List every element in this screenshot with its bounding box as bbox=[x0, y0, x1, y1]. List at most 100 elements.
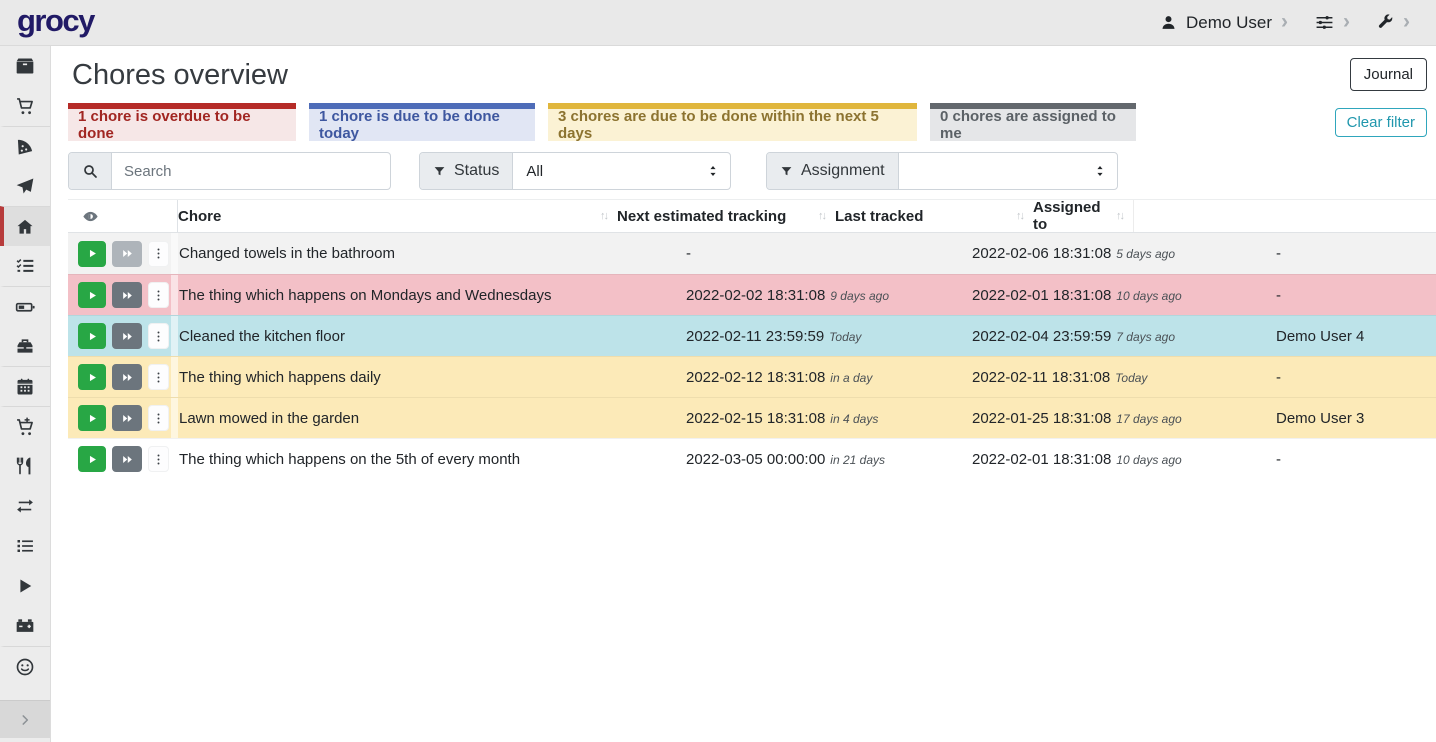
next-estimated-tracking-cell: - bbox=[686, 245, 972, 262]
column-header-0[interactable]: Chore ↑↓ bbox=[178, 200, 617, 232]
summary-card-label: 3 chores are due to be done within the n… bbox=[558, 108, 879, 142]
skip-chore-button[interactable] bbox=[112, 405, 142, 431]
next-tracking-relative: in 4 days bbox=[830, 411, 879, 426]
ellipsis-vertical-icon bbox=[152, 247, 165, 260]
sidebar-item-home[interactable] bbox=[0, 206, 50, 246]
filter-icon bbox=[780, 165, 793, 178]
summary-card-due-today[interactable]: 1 chore is due to be done today bbox=[309, 103, 535, 142]
search-input[interactable] bbox=[112, 153, 390, 189]
summary-card-overdue[interactable]: 1 chore is overdue to be done bbox=[68, 103, 296, 142]
last-tracked-cell: 2022-02-01 18:31:08 10 days ago bbox=[972, 451, 1276, 468]
sidebar-item-paper-plane[interactable] bbox=[0, 166, 50, 206]
sidebar-item-tasks[interactable] bbox=[0, 246, 50, 286]
summary-card-due-soon[interactable]: 3 chores are due to be done within the n… bbox=[548, 103, 917, 142]
clear-filter-button[interactable]: Clear filter bbox=[1334, 107, 1427, 137]
row-menu-button[interactable] bbox=[148, 364, 169, 390]
next-tracking-relative: Today bbox=[829, 329, 862, 344]
grocy-logo[interactable]: grocy bbox=[17, 3, 95, 38]
play-icon bbox=[15, 576, 35, 596]
row-menu-button[interactable] bbox=[148, 323, 169, 349]
play-icon bbox=[87, 290, 98, 301]
summary-card-label: 1 chore is due to be done today bbox=[319, 108, 500, 142]
summary-card-assigned-to-me[interactable]: 0 chores are assigned to me bbox=[930, 103, 1136, 142]
chore-name: The thing which happens on the 5th of ev… bbox=[179, 450, 521, 468]
sidebar-item-exchange[interactable] bbox=[0, 486, 50, 526]
sidebar-item-box[interactable] bbox=[0, 46, 50, 86]
search-addon bbox=[69, 153, 112, 189]
play-icon bbox=[87, 372, 98, 383]
sidebar-item-cart-plus[interactable] bbox=[0, 406, 50, 446]
user-icon bbox=[1160, 14, 1177, 31]
row-menu-button[interactable] bbox=[148, 446, 169, 472]
sidebar-item-pizza-slice[interactable] bbox=[0, 126, 50, 166]
column-header-3[interactable]: Assigned to ↑↓ bbox=[1033, 199, 1133, 233]
last-tracked-cell: 2022-02-01 18:31:08 10 days ago bbox=[972, 287, 1276, 304]
assigned-to-cell: Demo User 3 bbox=[1276, 409, 1365, 427]
sort-icon[interactable]: ↑↓ bbox=[600, 210, 609, 222]
fixed-column-divider bbox=[171, 316, 178, 356]
column-header-1[interactable]: Next estimated tracking ↑↓ bbox=[617, 200, 835, 232]
play-icon bbox=[87, 454, 98, 465]
skip-chore-button[interactable] bbox=[112, 282, 142, 308]
sidebar-item-battery[interactable] bbox=[0, 286, 50, 326]
column-header-label: Assigned to bbox=[1033, 199, 1101, 233]
user-menu[interactable]: Demo User › bbox=[1160, 11, 1288, 33]
skip-chore-button[interactable] bbox=[112, 364, 142, 390]
settings-menu[interactable]: › bbox=[1315, 11, 1350, 32]
sidebar-item-list[interactable] bbox=[0, 526, 50, 566]
track-chore-execution-button[interactable] bbox=[78, 282, 106, 308]
next-estimated-tracking-cell: 2022-02-02 18:31:08 9 days ago bbox=[686, 287, 972, 304]
page-title: Chores overview bbox=[72, 59, 288, 91]
exchange-icon bbox=[15, 496, 35, 516]
sidebar-item-play[interactable] bbox=[0, 566, 50, 606]
eye-icon bbox=[82, 208, 99, 225]
fast-forward-icon bbox=[121, 247, 134, 260]
column-header-2[interactable]: Last tracked ↑↓ bbox=[835, 200, 1033, 232]
column-header-label: Chore bbox=[178, 207, 222, 225]
last-tracked-cell: 2022-02-11 18:31:08 Today bbox=[972, 369, 1276, 386]
fast-forward-icon bbox=[121, 289, 134, 302]
assigned-to-cell: Demo User 4 bbox=[1276, 327, 1365, 345]
track-chore-execution-button[interactable] bbox=[78, 323, 106, 349]
assignment-filter-select[interactable] bbox=[899, 153, 1117, 189]
track-chore-execution-button[interactable] bbox=[78, 446, 106, 472]
sidebar bbox=[0, 46, 51, 742]
sidebar-expand-button[interactable] bbox=[0, 700, 50, 738]
sidebar-item-car-battery[interactable] bbox=[0, 606, 50, 646]
sliders-icon bbox=[1315, 13, 1334, 32]
chore-name: The thing which happens on Mondays and W… bbox=[179, 286, 552, 304]
next-tracking-timestamp: - bbox=[686, 245, 691, 262]
track-chore-execution-button[interactable] bbox=[78, 405, 106, 431]
row-menu-button[interactable] bbox=[148, 240, 169, 267]
row-menu-button[interactable] bbox=[148, 282, 169, 308]
skip-chore-button[interactable] bbox=[112, 446, 142, 472]
sidebar-item-toolbox[interactable] bbox=[0, 326, 50, 366]
sort-icon[interactable]: ↑↓ bbox=[1116, 210, 1125, 222]
fixed-column-divider bbox=[171, 275, 178, 315]
last-tracked-relative: 10 days ago bbox=[1116, 288, 1182, 303]
chore-row: Changed towels in the bathroom - 2022-02-0… bbox=[68, 233, 1436, 274]
chore-name: Changed towels in the bathroom bbox=[179, 245, 395, 262]
sidebar-item-shopping-cart[interactable] bbox=[0, 86, 50, 126]
row-actions bbox=[68, 446, 171, 472]
next-tracking-timestamp: 2022-02-02 18:31:08 bbox=[686, 286, 826, 304]
sidebar-item-calendar[interactable] bbox=[0, 366, 50, 406]
sidebar-item-utensils[interactable] bbox=[0, 446, 50, 486]
admin-menu[interactable]: › bbox=[1377, 11, 1410, 32]
sidebar-item-smiley[interactable] bbox=[0, 646, 50, 686]
track-chore-execution-button[interactable] bbox=[78, 240, 106, 267]
status-filter-select[interactable]: All bbox=[513, 153, 730, 189]
last-tracked-timestamp: 2022-02-06 18:31:08 bbox=[972, 245, 1112, 262]
sort-icon[interactable]: ↑↓ bbox=[1016, 210, 1025, 222]
skip-chore-button[interactable] bbox=[112, 240, 142, 267]
fast-forward-icon bbox=[121, 371, 134, 384]
toolbox-icon bbox=[15, 336, 35, 356]
fixed-column-divider bbox=[171, 439, 178, 479]
track-chore-execution-button[interactable] bbox=[78, 364, 106, 390]
column-visibility-header[interactable] bbox=[68, 200, 178, 232]
filter-row: Status All Assignment bbox=[68, 152, 1427, 190]
row-menu-button[interactable] bbox=[148, 405, 169, 431]
sort-icon[interactable]: ↑↓ bbox=[818, 210, 827, 222]
journal-button[interactable]: Journal bbox=[1349, 58, 1427, 91]
skip-chore-button[interactable] bbox=[112, 323, 142, 349]
